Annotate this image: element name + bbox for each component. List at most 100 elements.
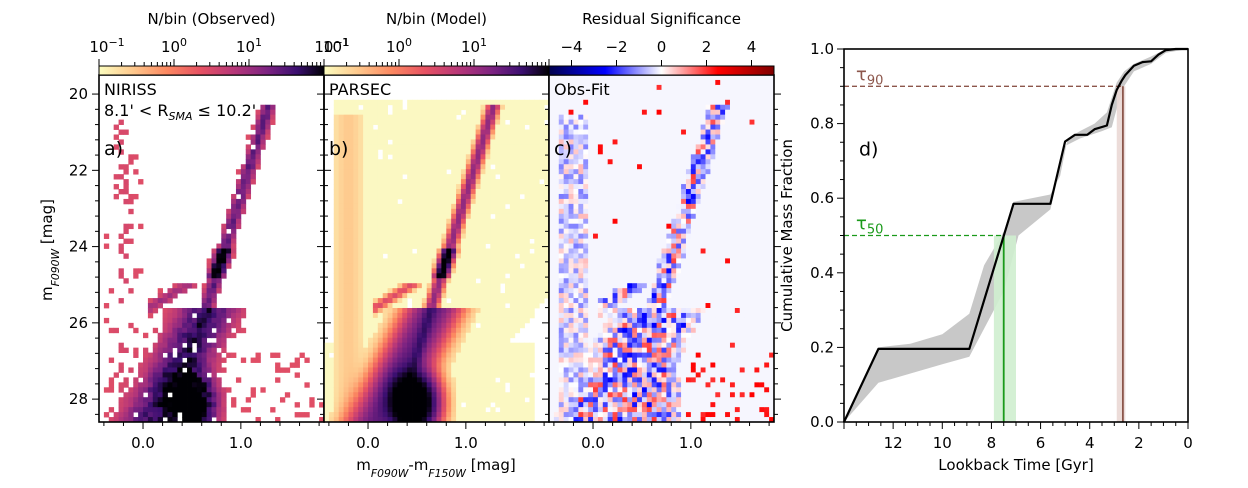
- heatmap-cell: [534, 154, 540, 160]
- heatmap-cell: [490, 298, 496, 304]
- heatmap-cell: [421, 322, 428, 329]
- heatmap-cell: [172, 397, 178, 403]
- heatmap-cell: [593, 109, 599, 116]
- heatmap-cell: [343, 283, 349, 289]
- heatmap-cell: [382, 303, 388, 309]
- heatmap-cell: [123, 169, 129, 175]
- heatmap-cell: [231, 238, 237, 244]
- heatmap-cell: [372, 208, 379, 215]
- heatmap-cell: [416, 397, 423, 403]
- heatmap-cell: [284, 392, 291, 398]
- heatmap-cell: [514, 397, 521, 403]
- heatmap-cell: [421, 293, 428, 299]
- heatmap-cell: [558, 382, 565, 388]
- heatmap-cell: [206, 352, 212, 358]
- heatmap-cell: [641, 134, 648, 140]
- heatmap-cell: [128, 288, 134, 294]
- heatmap-cell: [490, 134, 496, 140]
- heatmap-cell: [377, 417, 384, 423]
- heatmap-cell: [123, 392, 129, 398]
- heatmap-cell: [441, 357, 447, 363]
- heatmap-cell: [402, 412, 408, 418]
- heatmap-cell: [147, 357, 154, 363]
- heatmap-cell: [460, 342, 467, 349]
- heatmap-cell: [617, 203, 623, 210]
- heatmap-cell: [558, 119, 565, 125]
- heatmap-cell: [402, 397, 408, 403]
- heatmap-cell: [563, 332, 569, 339]
- heatmap-cell: [617, 278, 623, 284]
- heatmap-cell: [641, 169, 648, 175]
- heatmap-cell: [206, 303, 212, 309]
- heatmap-cell: [593, 198, 599, 205]
- heatmap-cell: [583, 412, 589, 418]
- heatmap-cell: [402, 248, 408, 254]
- heatmap-cell: [426, 129, 433, 135]
- heatmap-cell: [544, 233, 550, 239]
- heatmap-cell: [167, 298, 173, 304]
- heatmap-cell: [353, 99, 359, 106]
- heatmap-cell: [412, 144, 418, 150]
- heatmap-cell: [397, 174, 403, 180]
- heatmap-cell: [128, 407, 134, 413]
- heatmap-cell: [480, 397, 486, 403]
- heatmap-cell: [524, 218, 530, 225]
- heatmap-cell: [563, 258, 569, 264]
- heatmap-cell: [622, 362, 628, 368]
- heatmap-cell: [607, 159, 613, 165]
- heatmap-cell: [436, 307, 442, 314]
- heatmap-cell: [632, 84, 638, 91]
- heatmap-cell: [387, 228, 393, 235]
- heatmap-cell: [167, 293, 173, 299]
- heatmap-cell: [187, 377, 193, 383]
- heatmap-cell: [593, 89, 599, 96]
- heatmap-cell: [553, 79, 560, 86]
- heatmap-cell: [377, 317, 384, 324]
- heatmap-cell: [147, 367, 154, 373]
- heatmap-cell: [641, 129, 648, 135]
- heatmap-cell: [416, 154, 423, 160]
- heatmap-cell: [465, 307, 472, 314]
- heatmap-cell: [597, 387, 604, 393]
- heatmap-cell: [593, 79, 599, 86]
- heatmap-cell: [377, 228, 384, 235]
- heatmap-cell: [143, 367, 149, 373]
- heatmap-cell: [558, 218, 565, 225]
- heatmap-cell: [544, 268, 550, 274]
- heatmap-cell: [617, 397, 623, 403]
- heatmap-cell: [622, 243, 628, 249]
- heatmap-cell: [602, 288, 609, 294]
- heatmap-cell: [333, 412, 340, 418]
- heatmap-cell: [338, 298, 344, 304]
- heatmap-cell: [441, 179, 447, 185]
- heatmap-cell: [480, 184, 486, 190]
- heatmap-cell: [504, 397, 511, 403]
- heatmap-cell: [412, 164, 418, 170]
- heatmap-cell: [338, 104, 344, 111]
- heatmap-cell: [632, 129, 638, 135]
- heatmap-cell: [265, 114, 271, 121]
- heatmap-cell: [495, 298, 501, 304]
- heatmap-cell: [597, 268, 604, 274]
- heatmap-cell: [475, 412, 481, 418]
- heatmap-cell: [632, 79, 638, 86]
- heatmap-cell: [250, 134, 256, 140]
- heatmap-cell: [593, 322, 599, 329]
- heatmap-cell: [402, 154, 408, 160]
- heatmap-cell: [407, 278, 413, 284]
- heatmap-cell: [353, 114, 359, 121]
- heatmap-cell: [529, 273, 535, 279]
- heatmap-cell: [578, 134, 584, 140]
- heatmap-cell: [441, 243, 447, 249]
- heatmap-cell: [157, 387, 163, 393]
- heatmap-cell: [583, 233, 589, 239]
- heatmap-cell: [392, 387, 398, 393]
- heatmap-cell: [402, 203, 408, 210]
- heatmap-cell: [539, 129, 545, 135]
- heatmap-cell: [509, 382, 516, 388]
- heatmap-cell: [421, 159, 428, 165]
- heatmap-cell: [529, 382, 535, 388]
- heatmap-cell: [632, 397, 638, 403]
- heatmap-cell: [485, 312, 491, 319]
- heatmap-cell: [627, 89, 633, 96]
